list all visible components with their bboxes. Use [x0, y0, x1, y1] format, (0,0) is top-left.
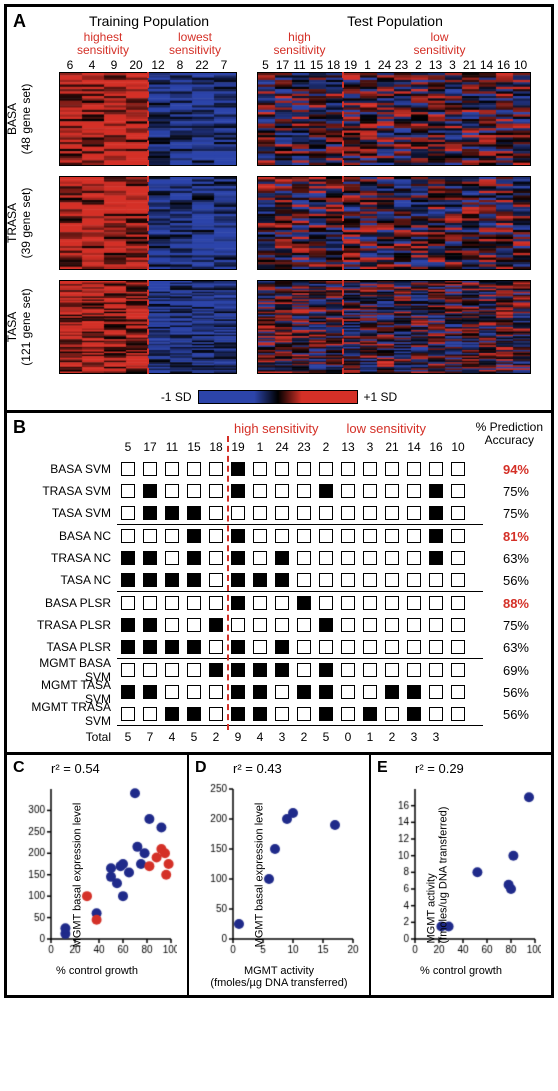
scatter-d [199, 783, 359, 963]
ylab-d: MGMT basal expression level [253, 803, 265, 948]
panel-d: D r² = 0.43 MGMT basal expression level … [187, 755, 369, 995]
colorbar: -1 SD +1 SD [17, 390, 541, 404]
panel-e: E r² = 0.29 MGMT activity(fmoles/ug DNA … [369, 755, 551, 995]
scatter-e [381, 783, 541, 963]
ylab-c: MGMT basal expression level [71, 803, 83, 948]
panel-b-label: B [13, 417, 26, 438]
r2-d: r² = 0.43 [233, 761, 282, 776]
r2-e: r² = 0.29 [415, 761, 464, 776]
panel-c: C r² = 0.54 MGMT basal expression level … [7, 755, 187, 995]
ylab-e: MGMT activity(fmoles/ug DNA transferred) [425, 807, 449, 944]
xlab-e: % control growth [375, 965, 547, 977]
xlab-d: MGMT activity(fmoles/µg DNA transferred) [193, 965, 365, 989]
bottom-row: C r² = 0.54 MGMT basal expression level … [7, 752, 551, 995]
panel-a-label: A [13, 11, 26, 32]
scale-max: +1 SD [364, 390, 398, 404]
scatter-c [17, 783, 177, 963]
panel-b: B % PredictionAccuracy high sensitivityl… [7, 410, 551, 752]
r2-c: r² = 0.54 [51, 761, 100, 776]
panel-a: A Training Populationhighestsensitivityl… [7, 7, 551, 410]
scale-min: -1 SD [161, 390, 192, 404]
colorbar-gradient [198, 390, 358, 404]
xlab-c: % control growth [11, 965, 183, 977]
